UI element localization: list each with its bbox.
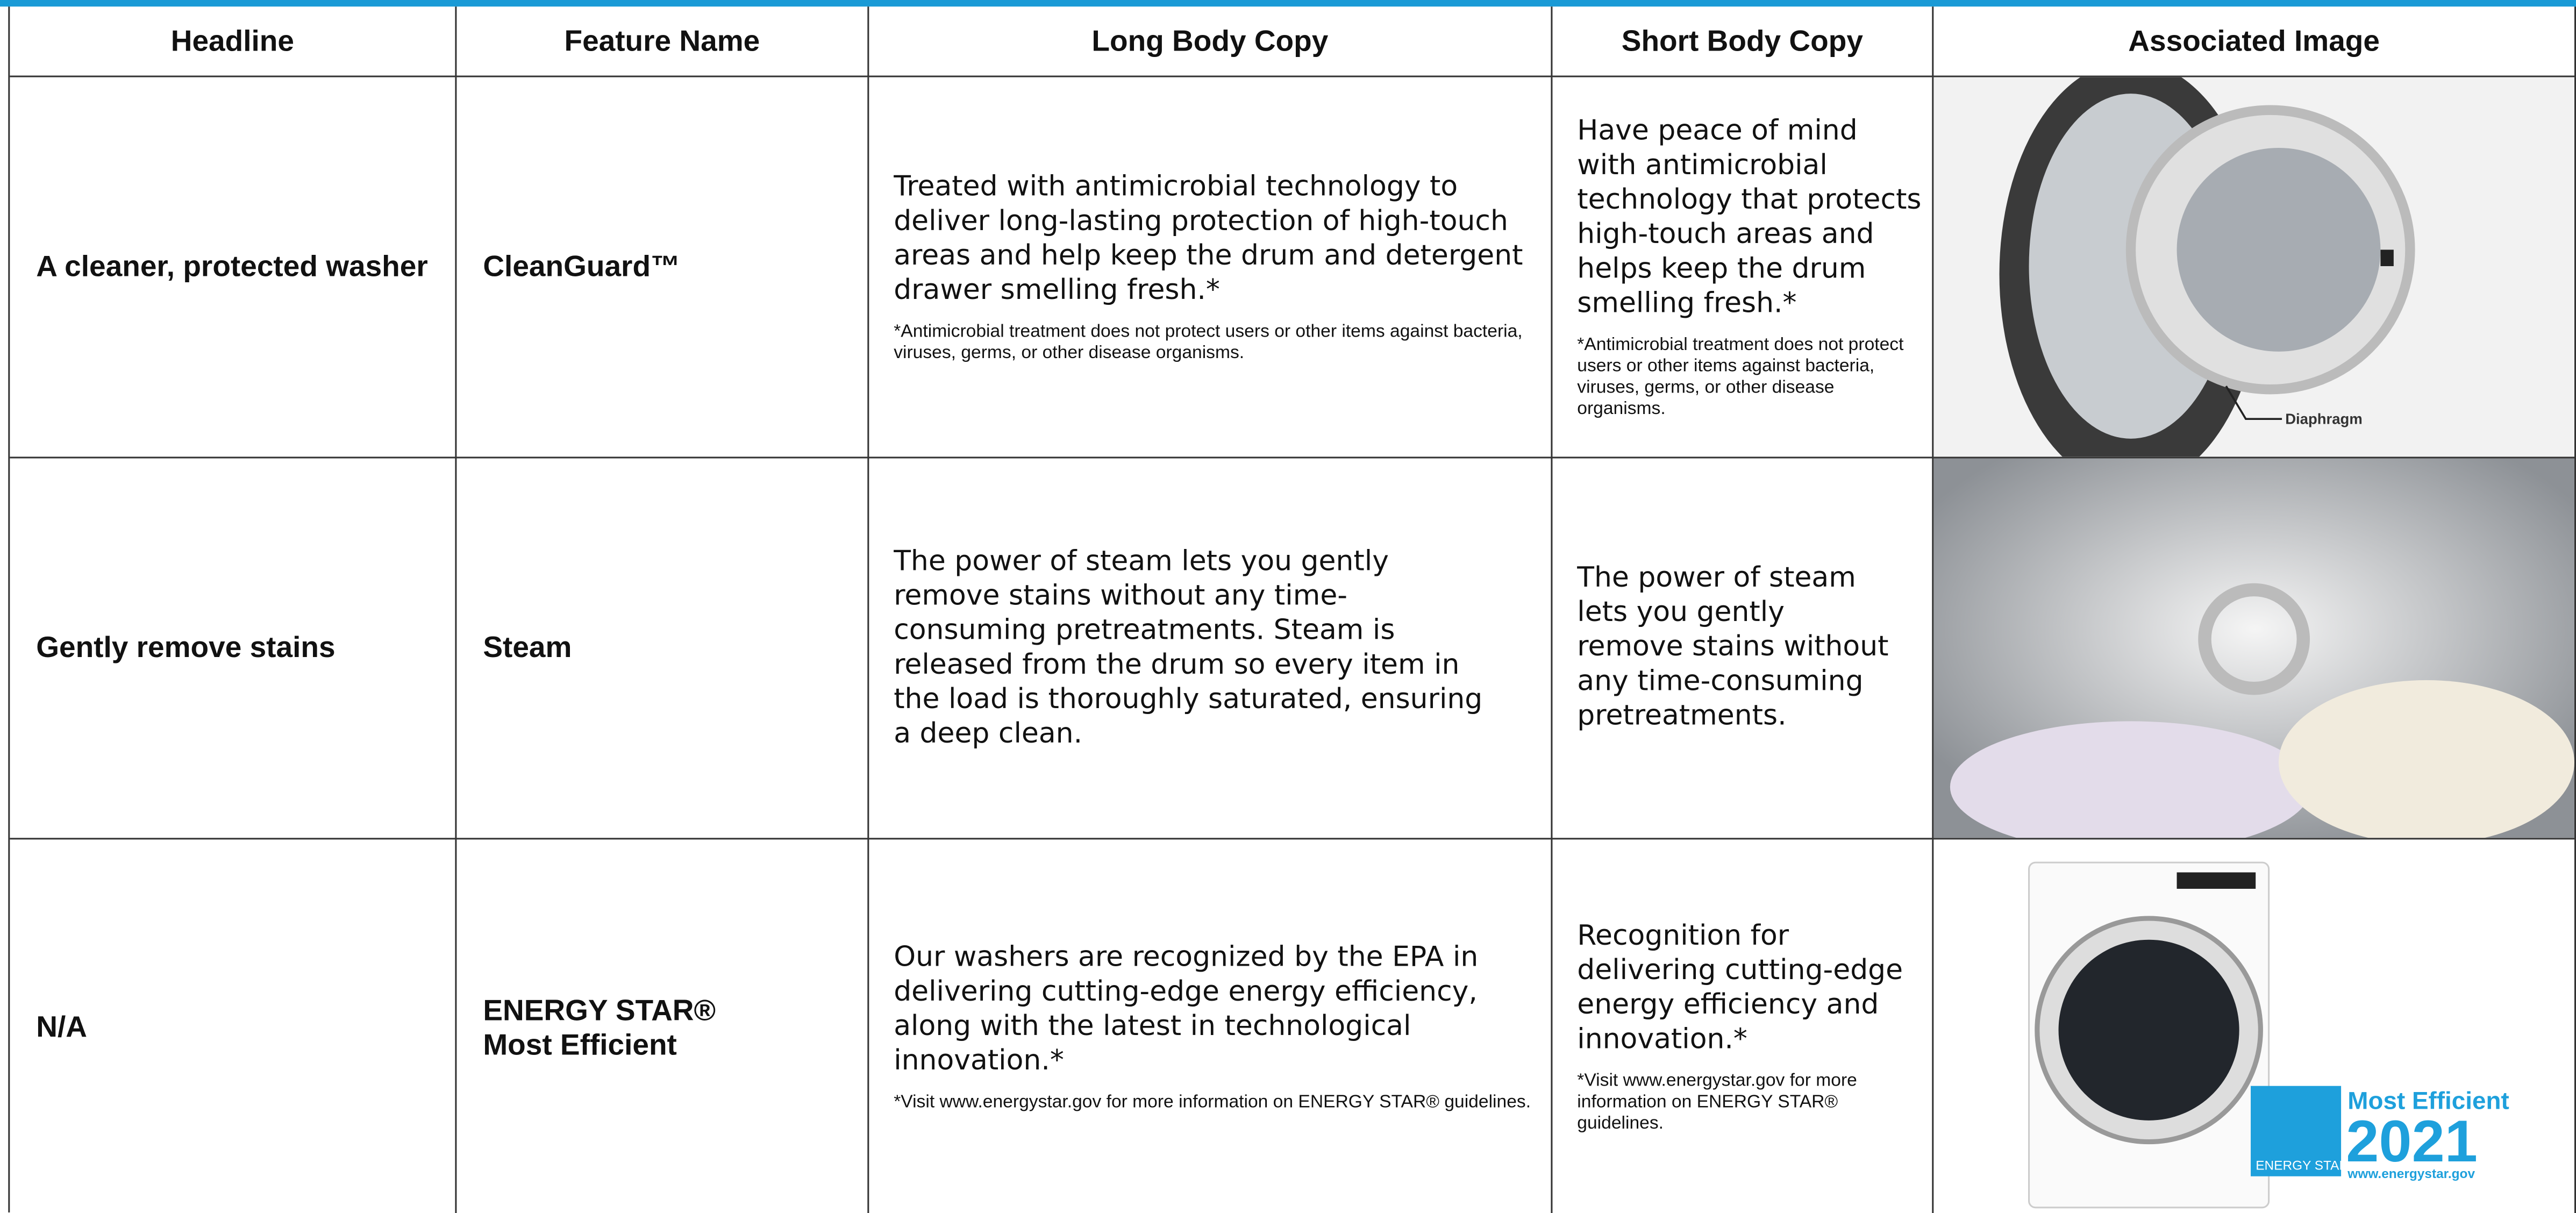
headline: A cleaner, protected washer — [36, 249, 428, 283]
logo-title: Most Efficient — [2347, 1087, 2509, 1114]
callout-line — [2225, 386, 2282, 420]
plush-toy — [2279, 680, 2574, 838]
drum-center — [2198, 583, 2310, 695]
header-text: Associated Image — [2128, 24, 2380, 57]
long-body-cell: Our washers are recognized by the EPA in… — [869, 839, 1553, 1213]
long-body: Our washers are recognized by the EPA in… — [894, 941, 1479, 1078]
feature-name: CleanGuard™ — [483, 249, 681, 283]
energy-star-logo — [2251, 1086, 2342, 1176]
short-body-cell: Have peace of mind with antimicrobial te… — [1552, 77, 1934, 459]
energy-image: ENERGY STAR Most Efficient 2021 www.ener… — [2028, 861, 2509, 1209]
feature-cell: Steam — [456, 458, 869, 840]
image-label: Diaphragm — [2285, 410, 2363, 427]
control-panel — [2177, 872, 2256, 889]
header-text: Long Body Copy — [1091, 24, 1329, 57]
door-glass — [2058, 939, 2239, 1121]
feature-name: Steam — [483, 631, 572, 664]
footnote: *Antimicrobial treatment does not protec… — [894, 321, 1523, 362]
long-body-cell: Treated with antimicrobial technology to… — [869, 77, 1553, 459]
short-body: Have peace of mind with antimicrobial te… — [1577, 114, 1922, 320]
footnote: *Antimicrobial treatment does not protec… — [1577, 334, 1904, 418]
footnote: *Visit www.energystar.gov for more infor… — [894, 1092, 1531, 1112]
drum — [2177, 147, 2381, 352]
header-text: Short Body Copy — [1621, 24, 1863, 57]
left-border — [8, 6, 10, 1212]
headline-cell: Gently remove stains — [10, 458, 457, 840]
logo-brand: ENERGY STAR — [2256, 1159, 2349, 1173]
headline: Gently remove stains — [36, 631, 336, 664]
washer-door-image: Diaphragm — [1933, 77, 2574, 457]
steam-image — [1933, 458, 2574, 838]
headline-cell: A cleaner, protected washer — [10, 77, 457, 459]
footnote: *Visit www.energystar.gov for more infor… — [1577, 1071, 1857, 1134]
laundry — [1950, 721, 2311, 838]
short-body: Recognition for delivering cutting-edge … — [1577, 920, 1903, 1057]
long-body-cell: The power of steam lets you gently remov… — [869, 458, 1553, 840]
image-cell — [1933, 458, 2576, 840]
long-body: Treated with antimicrobial technology to… — [894, 170, 1523, 306]
image-cell: ENERGY STAR Most Efficient 2021 www.ener… — [1933, 839, 2576, 1213]
header-cell: Headline — [10, 6, 457, 77]
header-text: Headline — [170, 24, 294, 57]
headline: N/A — [36, 1010, 87, 1044]
header-cell: Long Body Copy — [869, 6, 1553, 77]
headline-cell: N/A — [10, 839, 457, 1213]
lock — [2380, 249, 2394, 266]
short-body: The power of steam lets you gently remov… — [1577, 561, 1889, 733]
long-body: The power of steam lets you gently remov… — [894, 544, 1483, 750]
short-body-cell: The power of steam lets you gently remov… — [1552, 458, 1934, 840]
feature-name: ENERGY STAR® Most Efficient — [483, 993, 716, 1061]
image-cell: Diaphragm — [1933, 77, 2576, 459]
header-cell: Short Body Copy — [1552, 6, 1934, 77]
top-bar — [0, 0, 2576, 7]
header-cell: Feature Name — [456, 6, 869, 77]
feature-cell: ENERGY STAR® Most Efficient — [456, 839, 869, 1213]
short-body-cell: Recognition for delivering cutting-edge … — [1552, 839, 1934, 1213]
header-text: Feature Name — [564, 24, 760, 57]
logo-year: 2021 — [2346, 1108, 2478, 1174]
header-cell: Associated Image — [1933, 6, 2576, 77]
logo-url: www.energystar.gov — [2347, 1167, 2475, 1181]
feature-cell: CleanGuard™ — [456, 77, 869, 459]
